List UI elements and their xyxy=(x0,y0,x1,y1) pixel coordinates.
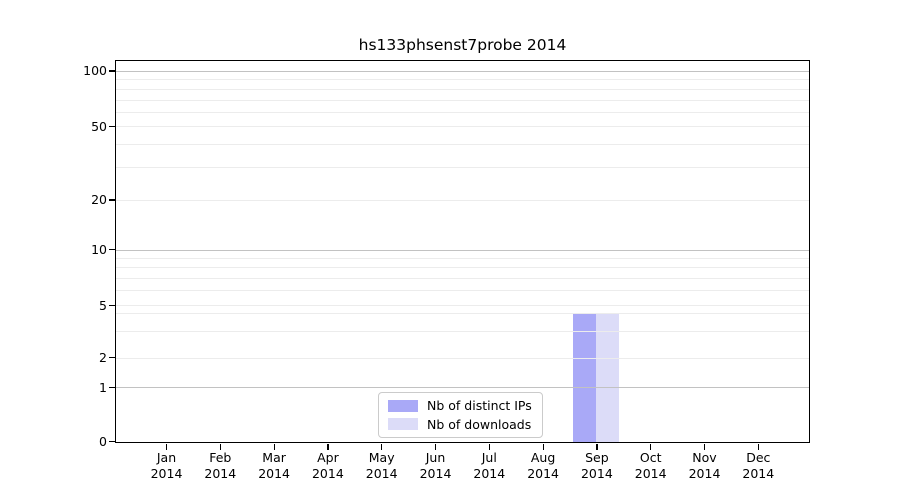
bar-nb-of-downloads xyxy=(596,313,620,442)
x-tick-mark xyxy=(435,443,437,450)
x-tick-label: Jan 2014 xyxy=(150,450,183,481)
gridline-y-90 xyxy=(116,79,809,81)
y-tick-label: 5 xyxy=(99,297,107,313)
x-tick-mark xyxy=(488,443,491,450)
x-tick-label: Aug 2014 xyxy=(527,450,559,481)
plot-area xyxy=(109,60,810,450)
y-tick-mark xyxy=(109,199,115,201)
x-tick-label: May 2014 xyxy=(365,450,398,481)
gridline-y-2 xyxy=(116,357,809,359)
y-tick-mark xyxy=(109,440,115,442)
legend-row: Nb of distinct IPs xyxy=(379,398,542,413)
legend-row: Nb of downloads xyxy=(379,417,542,432)
gridline-y-20 xyxy=(116,199,809,201)
legend-label: Nb of downloads xyxy=(427,416,532,432)
y-tick-label: 20 xyxy=(91,192,107,208)
x-tick-mark xyxy=(704,443,706,450)
gridline-y-9 xyxy=(116,257,809,259)
x-tick-mark xyxy=(650,443,652,450)
x-tick-mark xyxy=(166,443,168,450)
gridline-y-10 xyxy=(116,249,809,251)
x-tick-label: Apr 2014 xyxy=(311,450,344,481)
x-tick-mark xyxy=(219,443,222,450)
y-tick-mark xyxy=(109,357,115,359)
y-tick-label: 1 xyxy=(99,379,107,395)
x-tick-label: Sep 2014 xyxy=(580,450,613,481)
gridline-y-5 xyxy=(116,305,809,307)
y-tick-label: 50 xyxy=(91,118,107,134)
y-tick-mark xyxy=(109,304,115,306)
x-tick-mark xyxy=(596,443,598,450)
x-tick-mark xyxy=(542,443,544,450)
legend-label: Nb of distinct IPs xyxy=(427,398,532,414)
gridline-y-100 xyxy=(116,70,809,72)
gridline-y-1 xyxy=(116,387,809,389)
y-tick-mark xyxy=(109,386,115,389)
ticks-layer xyxy=(109,61,809,450)
bar-nb-of-distinct-ips xyxy=(573,313,597,442)
y-tick-mark xyxy=(109,249,115,251)
y-tick-label: 10 xyxy=(91,242,107,258)
x-tick-label: Jun 2014 xyxy=(419,450,452,481)
x-tick-label: Dec 2014 xyxy=(742,450,775,481)
x-tick-label: Oct 2014 xyxy=(634,450,667,481)
gridline-y-6 xyxy=(116,290,809,292)
gridline-y-7 xyxy=(116,278,809,280)
legend: Nb of distinct IPs Nb of downloads xyxy=(378,392,543,438)
x-tick-mark xyxy=(327,443,329,450)
x-tick-label: Nov 2014 xyxy=(688,450,721,481)
y-axis-labels: 0 1 2 5 10 20 50 100 xyxy=(0,60,107,448)
x-axis-labels: Jan 2014 Feb 2014 Mar 2014 Apr 2014 May 2014… xyxy=(115,450,810,490)
gridline-y-70 xyxy=(116,99,809,101)
gridline-y-4 xyxy=(116,312,809,314)
y-tick-mark xyxy=(109,125,115,128)
gridline-y-30 xyxy=(116,167,809,169)
gridline-y-3 xyxy=(116,330,809,332)
x-tick-mark xyxy=(273,443,275,450)
y-tick-label: 100 xyxy=(83,63,107,79)
chart-title: hs133phsenst7probe 2014 xyxy=(358,36,567,54)
legend-swatch-icon xyxy=(388,399,418,412)
gridline-y-60 xyxy=(116,111,809,113)
y-tick-label: 0 xyxy=(99,433,107,449)
x-tick-mark xyxy=(757,443,760,450)
gridline-y-80 xyxy=(116,88,809,90)
y-tick-mark xyxy=(109,70,115,72)
gridline-y-40 xyxy=(116,144,809,146)
legend-swatch-icon xyxy=(388,418,418,431)
gridline-y-8 xyxy=(116,267,809,269)
bars-layer xyxy=(116,61,809,442)
x-tick-mark xyxy=(381,443,383,450)
y-tick-label: 2 xyxy=(99,350,107,366)
grid-layer xyxy=(116,61,809,442)
gridline-y-50 xyxy=(116,126,809,128)
x-tick-label: Mar 2014 xyxy=(258,450,290,481)
x-tick-label: Feb 2014 xyxy=(204,450,237,481)
x-tick-label: Jul 2014 xyxy=(473,450,506,481)
